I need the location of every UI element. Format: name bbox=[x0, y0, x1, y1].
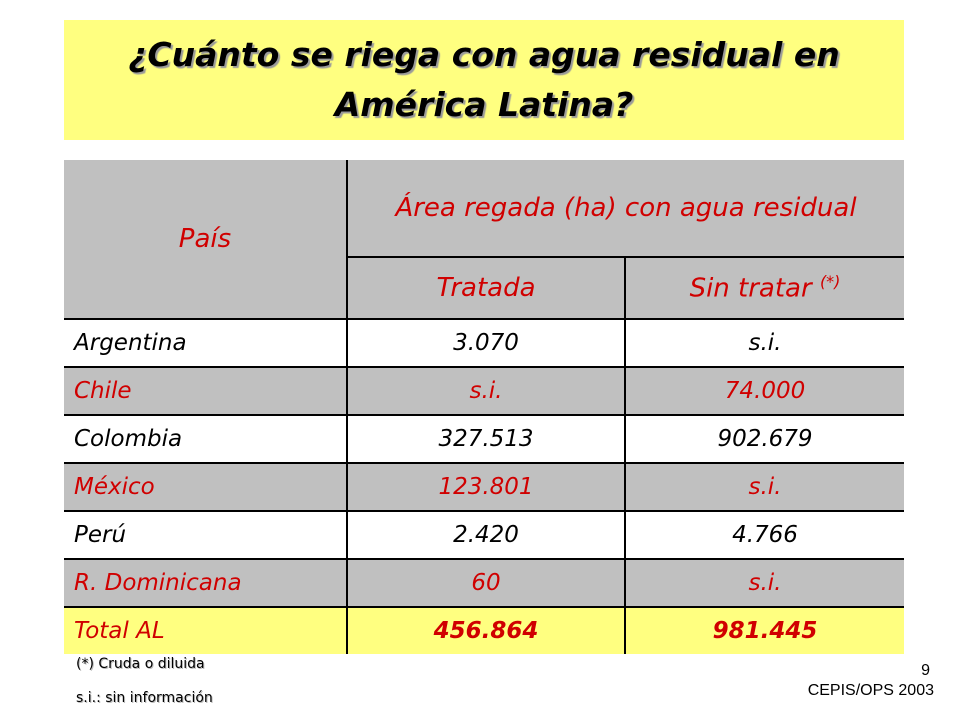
row-untreated: 4.766 bbox=[625, 510, 904, 559]
row-untreated: 74.000 bbox=[625, 366, 904, 415]
row-treated: s.i. bbox=[347, 366, 626, 415]
table-row: México 123.801 s.i. bbox=[64, 462, 904, 511]
row-country: Chile bbox=[64, 366, 348, 415]
header-untreated-label: Sin tratar bbox=[689, 273, 812, 304]
table-row: Perú 2.420 4.766 bbox=[64, 510, 904, 559]
table-header-row: País Área regada (ha) con agua residual bbox=[64, 160, 904, 319]
row-treated: 60 bbox=[347, 558, 626, 607]
header-untreated: Sin tratar (*) bbox=[625, 256, 904, 319]
row-country: Perú bbox=[64, 510, 348, 559]
table-row: Colombia 327.513 902.679 bbox=[64, 414, 904, 463]
row-untreated: s.i. bbox=[625, 558, 904, 607]
table-total-row: Total AL 456.864 981.445 bbox=[64, 606, 904, 654]
row-treated: 2.420 bbox=[347, 510, 626, 559]
table-subheader-row: Tratada Sin tratar (*) bbox=[64, 256, 904, 319]
table-row: Chile s.i. 74.000 bbox=[64, 366, 904, 415]
row-untreated: 902.679 bbox=[625, 414, 904, 463]
row-country: Argentina bbox=[64, 318, 348, 367]
total-label: Total AL bbox=[64, 606, 348, 654]
row-treated: 327.513 bbox=[347, 414, 626, 463]
slide-title: ¿Cuánto se riega con agua residual en Am… bbox=[128, 35, 840, 124]
table-row: R. Dominicana 60 s.i. bbox=[64, 558, 904, 607]
total-untreated: 981.445 bbox=[625, 606, 904, 654]
header-irrigated-area: Área regada (ha) con agua residual bbox=[347, 160, 904, 257]
header-country: País bbox=[64, 160, 348, 319]
total-treated: 456.864 bbox=[347, 606, 626, 654]
page-number: 9 bbox=[921, 662, 930, 679]
row-treated: 123.801 bbox=[347, 462, 626, 511]
row-untreated: s.i. bbox=[625, 318, 904, 367]
row-country: México bbox=[64, 462, 348, 511]
footnote-no-info: s.i.: sin información bbox=[76, 690, 213, 706]
irrigation-table: País Área regada (ha) con agua residual … bbox=[64, 160, 904, 654]
table-row: Argentina 3.070 s.i. bbox=[64, 318, 904, 367]
row-treated: 3.070 bbox=[347, 318, 626, 367]
header-treated: Tratada bbox=[347, 256, 626, 319]
header-untreated-note-mark: (*) bbox=[819, 272, 841, 292]
row-country: Colombia bbox=[64, 414, 348, 463]
row-untreated: s.i. bbox=[625, 462, 904, 511]
row-country: R. Dominicana bbox=[64, 558, 348, 607]
source-credit: CEPIS/OPS 2003 bbox=[807, 682, 934, 699]
title-banner: ¿Cuánto se riega con agua residual en Am… bbox=[64, 20, 904, 140]
footnote-untreated: (*) Cruda o diluida bbox=[76, 656, 205, 672]
